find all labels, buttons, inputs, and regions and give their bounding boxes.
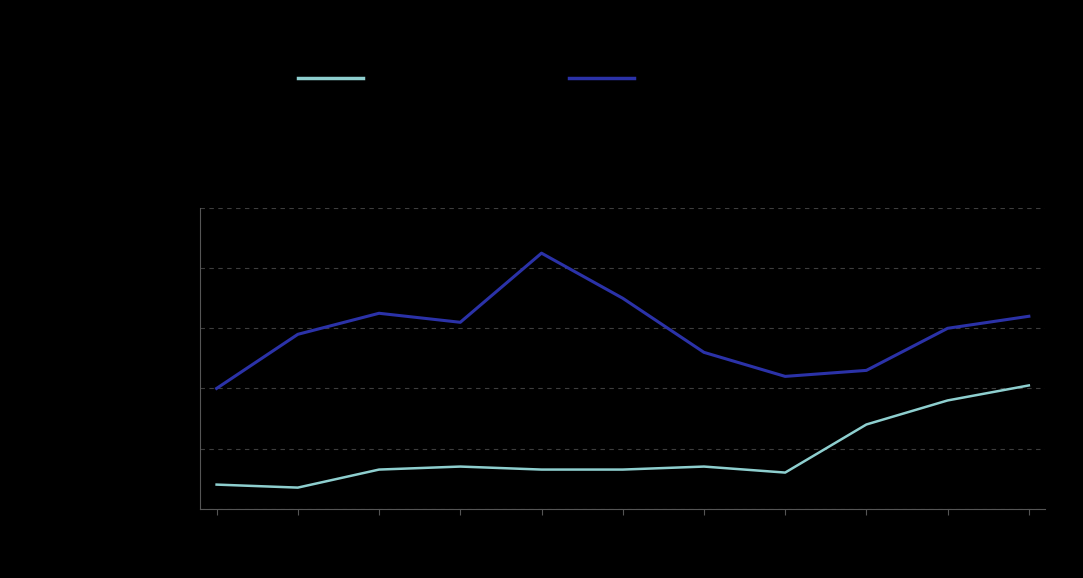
Investimento directo estrangeiro recebido xyxy=(291,484,304,491)
Investimento directo estrangeiro recebido xyxy=(941,397,954,404)
Investimento directo estrangeiro recebido xyxy=(210,481,223,488)
Investimento no estrangeiro xyxy=(373,310,386,317)
Investimento no estrangeiro xyxy=(616,295,629,302)
Investimento no estrangeiro xyxy=(535,250,548,257)
Investimento no estrangeiro xyxy=(697,349,710,356)
Investimento no estrangeiro xyxy=(779,373,792,380)
Investimento directo estrangeiro recebido xyxy=(1022,382,1035,389)
Line: Investimento no estrangeiro: Investimento no estrangeiro xyxy=(217,253,1029,388)
Investimento directo estrangeiro recebido xyxy=(860,421,873,428)
Investimento directo estrangeiro recebido xyxy=(697,463,710,470)
Investimento directo estrangeiro recebido xyxy=(535,466,548,473)
Investimento no estrangeiro xyxy=(941,325,954,332)
Line: Investimento directo estrangeiro recebido: Investimento directo estrangeiro recebid… xyxy=(217,386,1029,488)
Investimento no estrangeiro xyxy=(860,367,873,374)
Investimento no estrangeiro xyxy=(291,331,304,338)
Investimento directo estrangeiro recebido xyxy=(616,466,629,473)
Investimento directo estrangeiro recebido xyxy=(779,469,792,476)
Investimento directo estrangeiro recebido xyxy=(373,466,386,473)
Investimento directo estrangeiro recebido xyxy=(454,463,467,470)
Investimento no estrangeiro xyxy=(1022,313,1035,320)
Investimento no estrangeiro xyxy=(454,319,467,326)
Investimento no estrangeiro xyxy=(210,385,223,392)
